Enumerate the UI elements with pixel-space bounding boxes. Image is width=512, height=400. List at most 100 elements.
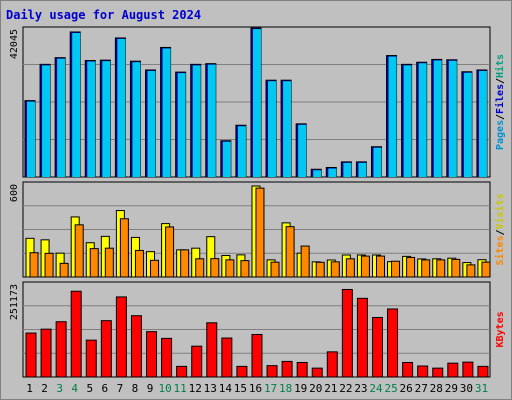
bar-sites xyxy=(330,261,340,278)
bar-kbytes xyxy=(311,367,323,378)
bar-kbytes xyxy=(417,365,429,378)
x-tick-label: 17 xyxy=(264,382,277,395)
x-axis: 1 2 3 4 5 6 7 8 9 10 11 12 13 14 15 16 17 18 19 20 21 22 23 24 2… xyxy=(26,382,488,395)
bar-pages xyxy=(478,70,487,177)
x-tick-label: 11 xyxy=(174,382,187,395)
x-tick-label: 30 xyxy=(460,382,473,395)
bar-kbytes xyxy=(477,365,489,378)
bar-sites xyxy=(119,218,129,278)
bar-pages xyxy=(403,65,412,177)
bar-sites xyxy=(481,261,491,278)
bar-sites xyxy=(391,260,401,278)
bar-sites xyxy=(436,259,446,278)
bar-sites xyxy=(150,259,160,278)
legend-separator: / xyxy=(495,78,506,84)
bar-kbytes xyxy=(70,290,82,378)
legend-pages: Pages xyxy=(495,120,506,150)
x-tick-label: 31 xyxy=(475,382,488,395)
bar-sites xyxy=(89,248,99,278)
bar-pages xyxy=(132,62,141,177)
bar-pages xyxy=(343,162,352,177)
x-tick-label: 20 xyxy=(309,382,322,395)
bar-kbytes xyxy=(447,362,459,378)
bar-kbytes xyxy=(115,296,127,378)
x-tick-label: 26 xyxy=(400,382,413,395)
chart-title: Daily usage for August 2024 xyxy=(6,8,202,22)
x-tick-label: 14 xyxy=(219,382,233,395)
bar-kbytes xyxy=(371,316,383,378)
bar-kbytes xyxy=(387,308,399,378)
x-tick-label: 27 xyxy=(415,382,428,395)
legend-separator: / xyxy=(495,229,506,235)
bar-pages xyxy=(87,61,96,177)
x-tick-label: 10 xyxy=(158,382,171,395)
bar-sites xyxy=(165,226,175,278)
bar-sites xyxy=(300,245,310,278)
bar-pages xyxy=(192,65,201,177)
x-tick-label: 15 xyxy=(234,382,247,395)
bar-kbytes xyxy=(432,367,444,378)
legend-sites: Sites xyxy=(494,235,506,265)
x-tick-label: 29 xyxy=(445,382,458,395)
y-max-label: 600 xyxy=(9,184,20,202)
bar-sites xyxy=(285,226,295,278)
bar-kbytes xyxy=(281,360,293,378)
bar-pages xyxy=(388,56,397,177)
legend-separator: / xyxy=(495,114,506,120)
bar-kbytes xyxy=(100,320,112,378)
x-tick-label: 9 xyxy=(147,382,154,395)
bar-sites xyxy=(44,252,54,278)
bar-kbytes xyxy=(176,365,188,378)
bar-kbytes xyxy=(341,288,353,378)
bar-kbytes xyxy=(206,322,218,378)
bar-kbytes xyxy=(161,337,173,378)
x-tick-label: 5 xyxy=(86,382,93,395)
bar-sites xyxy=(466,264,476,278)
legend-visits: Visits xyxy=(494,193,506,229)
bar-kbytes xyxy=(40,328,52,378)
x-tick-label: 8 xyxy=(132,382,139,395)
x-tick-label: 4 xyxy=(71,382,78,395)
y-max-label: 42045 xyxy=(9,29,20,59)
bar-pages xyxy=(252,29,261,178)
bar-sites xyxy=(104,247,114,278)
bar-kbytes xyxy=(191,345,203,378)
bar-sites xyxy=(74,224,84,278)
bar-kbytes xyxy=(85,339,97,378)
bar-kbytes xyxy=(266,365,278,378)
bar-pages xyxy=(162,48,171,177)
bar-kbytes xyxy=(251,333,263,378)
bar-sites xyxy=(210,258,220,278)
x-tick-label: 22 xyxy=(339,382,352,395)
bar-kbytes xyxy=(236,365,248,378)
bar-sites xyxy=(360,255,370,278)
x-tick-label: 6 xyxy=(102,382,109,395)
bar-kbytes xyxy=(402,361,414,378)
bar-sites xyxy=(270,261,280,278)
bar-kbytes xyxy=(55,321,67,378)
bar-sites xyxy=(255,187,265,278)
x-tick-label: 23 xyxy=(354,382,367,395)
x-tick-label: 21 xyxy=(324,382,337,395)
bar-kbytes xyxy=(356,297,368,378)
bar-kbytes xyxy=(25,332,37,378)
bar-pages xyxy=(57,58,66,177)
bar-pages xyxy=(117,38,126,177)
bar-kbytes xyxy=(146,331,158,378)
bar-sites xyxy=(451,258,461,278)
x-tick-label: 12 xyxy=(189,382,202,395)
bar-pages xyxy=(283,81,292,177)
panel-kbytes: 251173 KBytes xyxy=(9,281,506,378)
x-tick-label: 7 xyxy=(117,382,124,395)
chart-panels: 42045Pages/Files/Hits600Sites/Visits2511… xyxy=(9,26,506,378)
bar-pages xyxy=(72,32,81,178)
bar-sites xyxy=(225,259,235,278)
bar-sites xyxy=(180,249,190,278)
bar-pages xyxy=(418,63,427,177)
x-tick-label: 19 xyxy=(294,382,307,395)
bar-kbytes xyxy=(130,315,142,378)
x-tick-label: 3 xyxy=(56,382,63,395)
x-tick-label: 24 xyxy=(369,382,383,395)
bar-pages xyxy=(448,60,457,178)
